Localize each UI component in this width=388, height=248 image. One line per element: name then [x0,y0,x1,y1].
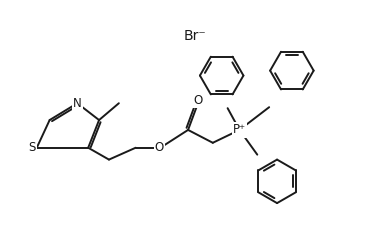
Text: S: S [28,141,36,154]
Text: O: O [193,94,203,107]
Text: N: N [73,97,82,110]
Text: P⁺: P⁺ [233,124,246,136]
Text: O: O [155,141,164,154]
Text: Br⁻: Br⁻ [184,29,206,43]
